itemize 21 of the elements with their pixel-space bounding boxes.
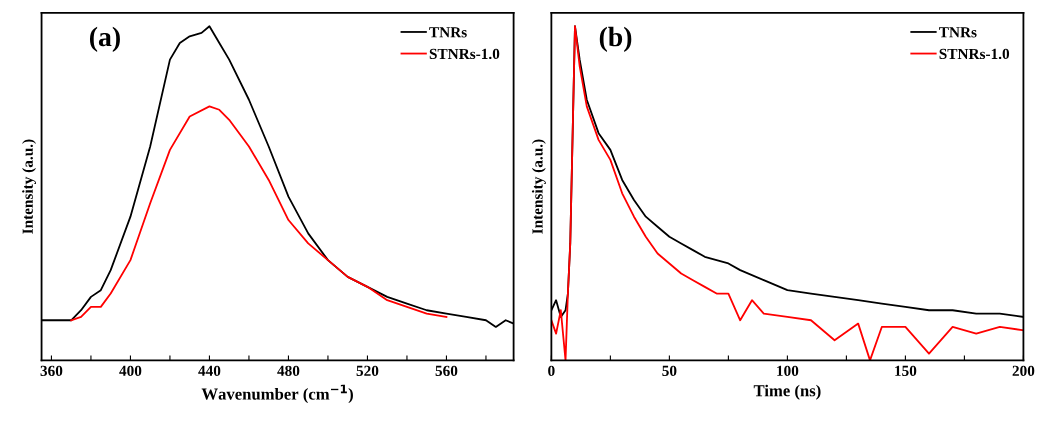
legend-label: STNRs-1.0 bbox=[939, 48, 1010, 60]
y-axis-title: Intensity (a.u.) bbox=[22, 139, 36, 234]
x-tick-label: 50 bbox=[662, 365, 677, 376]
x-tick-label: 560 bbox=[435, 365, 458, 376]
x-tick-label: 400 bbox=[119, 365, 142, 376]
x-tick-label: 150 bbox=[895, 365, 917, 376]
x-axis-title: Time (ns) bbox=[753, 384, 821, 400]
x-tick-label: 520 bbox=[356, 365, 379, 376]
x-tick-label: 480 bbox=[277, 365, 300, 376]
legend-label: TNRs bbox=[939, 27, 977, 38]
x-tick-label: 200 bbox=[1012, 365, 1035, 376]
y-axis-title: Intensity (a.u.) bbox=[531, 139, 546, 234]
x-tick-label: 360 bbox=[40, 365, 63, 376]
x-tick-label: 0 bbox=[548, 365, 555, 376]
legend-label: TNRs bbox=[429, 27, 467, 38]
annotation: (a) bbox=[89, 26, 120, 52]
x-tick-label: 440 bbox=[198, 365, 221, 376]
legend-label: STNRs-1.0 bbox=[429, 48, 500, 60]
annotation: (b) bbox=[599, 26, 632, 52]
x-axis-title: Wavenumber (cm$^{−1}$) bbox=[201, 384, 353, 404]
x-tick-label: 100 bbox=[777, 365, 799, 376]
